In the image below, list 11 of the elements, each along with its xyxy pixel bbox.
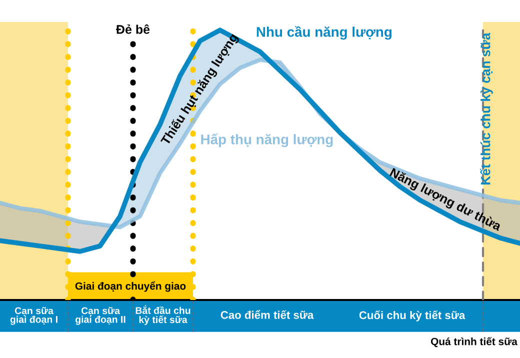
text: Cuối chu kỳ tiết sữa [359, 310, 466, 322]
text: Cạn sữa giai đoạn I [10, 307, 58, 325]
text: Bắt đầu chu kỳ tiết sữa [136, 305, 190, 326]
text: Cao điểm tiết sữa [220, 310, 314, 319]
series-label: Nhu cầu năng lượng [256, 26, 392, 40]
x-axis-title: Quá trình tiết sữa [430, 337, 518, 348]
annotation: Đẻ bê [116, 24, 150, 34]
annotation: Giai đoạn chuyển giao [75, 281, 186, 292]
series-label: Hấp thụ năng lượng [201, 134, 333, 148]
text: Cạn sữa giai đoạn II [76, 307, 126, 325]
annotation: Kết thúc chu kỳ cạn sữa [480, 32, 493, 184]
